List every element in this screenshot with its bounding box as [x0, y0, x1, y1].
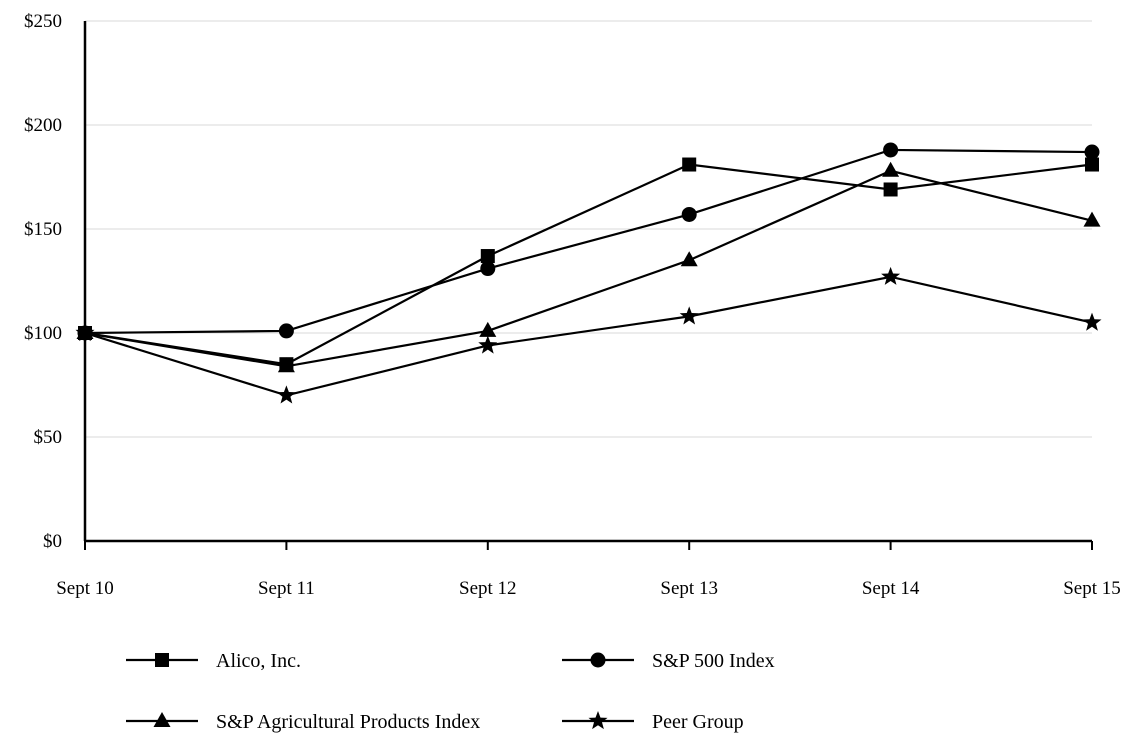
- data-point-peer-group: [276, 385, 296, 404]
- axes: [83, 21, 1092, 543]
- data-point-peer-group: [478, 335, 498, 354]
- y-tick-labels: $0 $50 $100 $150 $200 $250: [24, 11, 62, 552]
- data-point-alico-inc: [480, 249, 495, 264]
- y-tick-label: $250: [24, 11, 62, 32]
- data-point-sandp-500-index: [681, 206, 697, 222]
- legend: Alico, Inc. S&P 500 Index S&P Agricultural…: [126, 650, 775, 733]
- series-line-sandp-500-index: [84, 148, 1093, 335]
- y-tick-label: $150: [24, 219, 62, 240]
- legend-marker: [590, 652, 606, 668]
- data-point-alico-inc: [1085, 157, 1099, 172]
- data-point-sandp-500-index: [1084, 144, 1100, 160]
- legend-item-sandp-agricultural-products-index: S&P Agricultural Products Index: [126, 711, 480, 733]
- data-point-sandp-agricultural-products-index: [479, 321, 497, 337]
- data-point-peer-group: [1082, 312, 1102, 331]
- x-tick-label: Sept 15: [1063, 578, 1121, 599]
- series-line-sandp-agricultural-products-index: [84, 169, 1093, 368]
- legend-marker: [155, 653, 169, 667]
- data-point-sandp-500-index: [480, 261, 496, 277]
- x-tick-label: Sept 13: [660, 578, 718, 599]
- series-sandp-agricultural-products-index: [76, 161, 1101, 373]
- series-peer-group: [75, 266, 1102, 404]
- legend-item-sandp-500-index: S&P 500 Index: [562, 650, 775, 672]
- x-tick-label: Sept 14: [862, 578, 920, 599]
- y-tick-label: $100: [24, 323, 62, 344]
- gridlines: [85, 20, 1092, 438]
- y-tick-label: $200: [24, 115, 62, 136]
- data-point-alico-inc: [883, 182, 898, 197]
- legend-item-alico-inc: Alico, Inc.: [126, 650, 301, 672]
- legend-marker: [153, 712, 171, 727]
- data-point-sandp-agricultural-products-index: [1083, 211, 1101, 227]
- series-sandp-500-index: [77, 142, 1100, 341]
- series-line-peer-group: [84, 275, 1093, 397]
- legend-label: S&P 500 Index: [652, 650, 775, 672]
- legend-marker: [588, 711, 608, 730]
- legend-item-peer-group: Peer Group: [562, 711, 744, 733]
- x-tick-label: Sept 11: [258, 578, 315, 599]
- data-point-peer-group: [75, 323, 95, 342]
- legend-label: Alico, Inc.: [216, 650, 301, 672]
- data-point-sandp-agricultural-products-index: [277, 357, 295, 373]
- series-line-alico-inc: [84, 163, 1093, 366]
- x-tick-label: Sept 12: [459, 578, 517, 599]
- legend-label: S&P Agricultural Products Index: [216, 711, 480, 733]
- data-point-peer-group: [881, 266, 901, 285]
- y-tick-label: $50: [34, 427, 63, 448]
- data-point-alico-inc: [682, 157, 697, 172]
- x-tick-label: Sept 10: [56, 578, 114, 599]
- data-point-sandp-500-index: [883, 142, 899, 158]
- series-alico-inc: [78, 157, 1099, 372]
- series-group: [75, 142, 1102, 404]
- x-tick-labels: Sept 10 Sept 11 Sept 12 Sept 13 Sept 14 Sept …: [56, 541, 1121, 599]
- data-point-sandp-agricultural-products-index: [882, 161, 900, 177]
- data-point-sandp-agricultural-products-index: [680, 251, 698, 267]
- legend-label: Peer Group: [652, 711, 744, 733]
- data-point-peer-group: [679, 306, 699, 325]
- y-tick-label: $0: [43, 531, 62, 552]
- data-point-sandp-500-index: [278, 323, 294, 339]
